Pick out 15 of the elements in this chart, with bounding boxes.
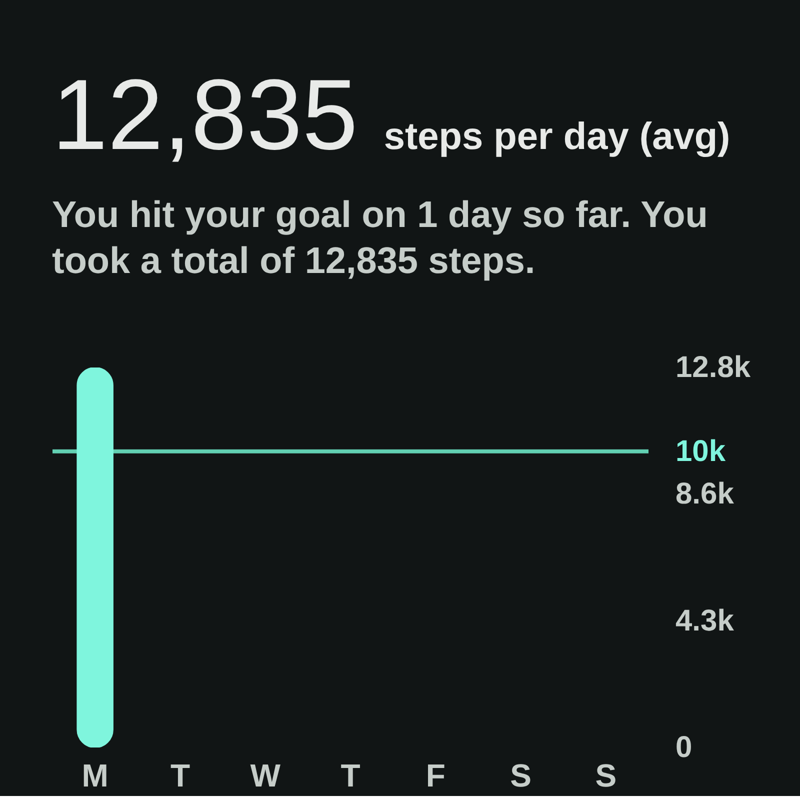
text: You hit your goal on 1 day so far. You took a total of 12,835 steps. bbox=[52, 193, 709, 283]
x-tick-label: T bbox=[170, 758, 190, 794]
ref-line-label: 10k bbox=[676, 434, 726, 468]
x-tick-label: S bbox=[595, 758, 617, 794]
y-tick-label: 0 bbox=[676, 731, 692, 764]
x-tick-label: M bbox=[82, 758, 108, 794]
chart-subtitle: steps per day (avg) bbox=[384, 116, 730, 158]
x-tick-label: T bbox=[340, 758, 361, 794]
x-tick-label: S bbox=[510, 758, 532, 794]
y-tick-label: 12.8k bbox=[676, 351, 751, 384]
chart-title: 12,835 bbox=[52, 59, 358, 171]
x-tick-label: W bbox=[250, 758, 282, 794]
y-tick-label: 4.3k bbox=[676, 604, 734, 638]
y-tick-label: 8.6k bbox=[676, 478, 734, 511]
x-tick-label: F bbox=[426, 758, 446, 794]
